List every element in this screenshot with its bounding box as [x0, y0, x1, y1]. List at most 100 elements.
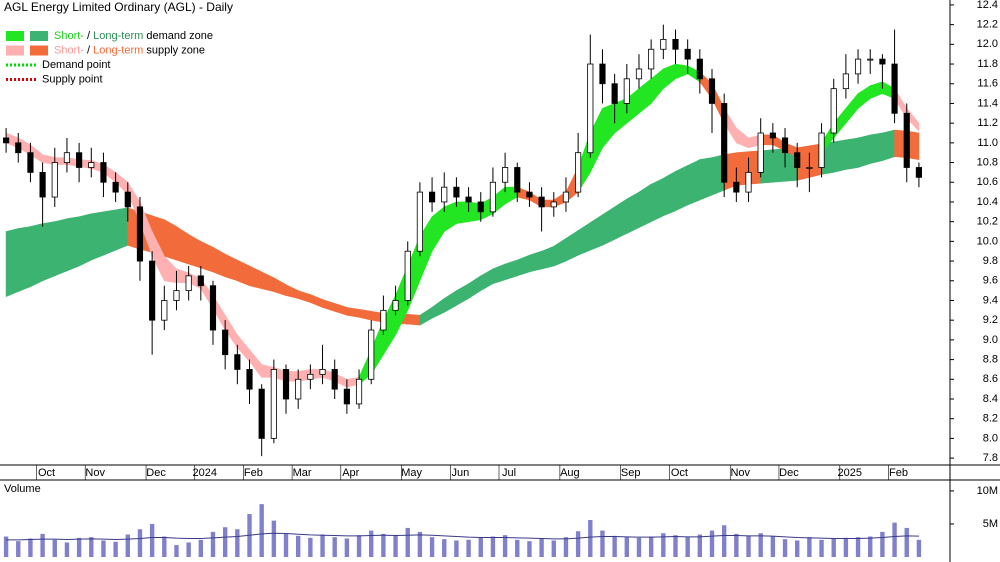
- chart-title: AGL Energy Limited Ordinary (AGL) - Dail…: [4, 0, 233, 14]
- volume-bar: [600, 530, 605, 557]
- y-tick-label: 11.6: [977, 78, 998, 90]
- volume-bar: [648, 536, 654, 557]
- volume-bar: [721, 525, 727, 557]
- legend-swatch: [6, 31, 24, 41]
- candle-body: [660, 39, 667, 50]
- volume-bar: [308, 537, 313, 557]
- candle-body: [307, 373, 314, 380]
- volume-bar: [344, 538, 350, 557]
- candle-body: [270, 369, 277, 439]
- candle-body: [830, 88, 837, 134]
- candle-body: [721, 103, 728, 183]
- candle-body: [794, 152, 801, 168]
- zone-band: [882, 129, 895, 161]
- volume-bar: [502, 535, 508, 557]
- zone-band: [687, 159, 701, 206]
- candle-body: [392, 300, 399, 311]
- y-tick-label: 10.8: [977, 156, 998, 168]
- volume-bar: [381, 533, 386, 557]
- volume-bar: [198, 539, 204, 557]
- candle-body: [502, 167, 509, 183]
- volume-bar: [417, 531, 423, 557]
- candle-body: [489, 181, 497, 213]
- zone-band: [17, 226, 31, 293]
- x-tick-label: Jul: [502, 467, 516, 479]
- zone-band: [54, 218, 68, 277]
- candle-body: [197, 275, 204, 287]
- volume-bar: [880, 531, 885, 557]
- zone-band: [772, 148, 786, 183]
- volume-bar: [210, 531, 216, 557]
- zone-band: [456, 201, 469, 224]
- candle-body: [100, 162, 107, 183]
- candle-body: [672, 39, 679, 50]
- candle-body: [63, 152, 71, 163]
- volume-bar: [283, 533, 289, 557]
- candle-body: [124, 191, 131, 208]
- volume-bar: [624, 537, 629, 557]
- zone-band: [103, 209, 116, 256]
- y-tick-label: 10M: [977, 485, 998, 497]
- zone-band: [638, 183, 652, 229]
- candle-body: [453, 186, 460, 198]
- x-tick-label: Nov: [85, 467, 105, 479]
- volume-bar: [551, 540, 556, 557]
- candle-body: [404, 250, 411, 301]
- volume-bar: [3, 536, 9, 557]
- candle-body: [428, 191, 436, 203]
- candle-body: [149, 260, 156, 321]
- zone-band: [626, 191, 640, 234]
- zone-band: [30, 223, 43, 288]
- legend-text: demand zone: [143, 30, 213, 42]
- volume-bar: [64, 542, 70, 557]
- y-tick-label: 12.4: [977, 0, 998, 11]
- zone-band: [66, 216, 80, 272]
- volume-bar: [661, 533, 666, 557]
- volume-bar: [819, 539, 824, 557]
- volume-bar: [259, 504, 264, 557]
- candle-body: [246, 369, 253, 390]
- candle-body: [587, 63, 594, 154]
- candle-body: [27, 152, 34, 173]
- volume-bar: [454, 540, 459, 557]
- x-tick-label: Dec: [779, 467, 799, 479]
- y-tick-label: 8.2: [983, 413, 998, 425]
- legend-label: Short- / Long-term supply zone: [54, 44, 205, 56]
- volume-bar: [831, 538, 836, 557]
- candle-body: [258, 388, 265, 439]
- candle-body: [161, 300, 168, 321]
- candle-body: [575, 152, 582, 193]
- legend-text: /: [84, 44, 93, 56]
- volume-bar: [296, 535, 301, 557]
- candle-body: [550, 201, 557, 208]
- volume-bar: [539, 538, 544, 557]
- y-tick-label: 11.4: [977, 97, 998, 109]
- volume-bar: [563, 537, 569, 557]
- candle-body: [514, 167, 521, 193]
- zone-band: [90, 211, 104, 261]
- candle-body: [818, 132, 825, 168]
- zone-band: [650, 177, 664, 223]
- candle-body: [15, 142, 22, 154]
- legend-swatch: [30, 31, 48, 41]
- x-tick-label: 2024: [192, 467, 216, 479]
- y-tick-label: 9.0: [983, 334, 998, 346]
- candle-body: [733, 181, 740, 193]
- candle-body: [477, 201, 484, 213]
- volume-bar: [28, 538, 33, 557]
- candle-body: [915, 167, 922, 178]
- candle-body: [879, 58, 886, 65]
- candle-body: [867, 58, 874, 61]
- x-tick-label: Nov: [730, 467, 750, 479]
- volume-bar: [515, 539, 520, 557]
- volume-average: [6, 532, 919, 541]
- zone-band: [164, 219, 177, 261]
- volume-bar: [101, 540, 106, 557]
- candle-body: [708, 78, 716, 104]
- volume-bar: [697, 534, 703, 557]
- zone-band: [845, 137, 859, 170]
- volume-bar: [222, 527, 228, 557]
- volume-bar: [575, 531, 581, 557]
- candle-body: [88, 162, 95, 168]
